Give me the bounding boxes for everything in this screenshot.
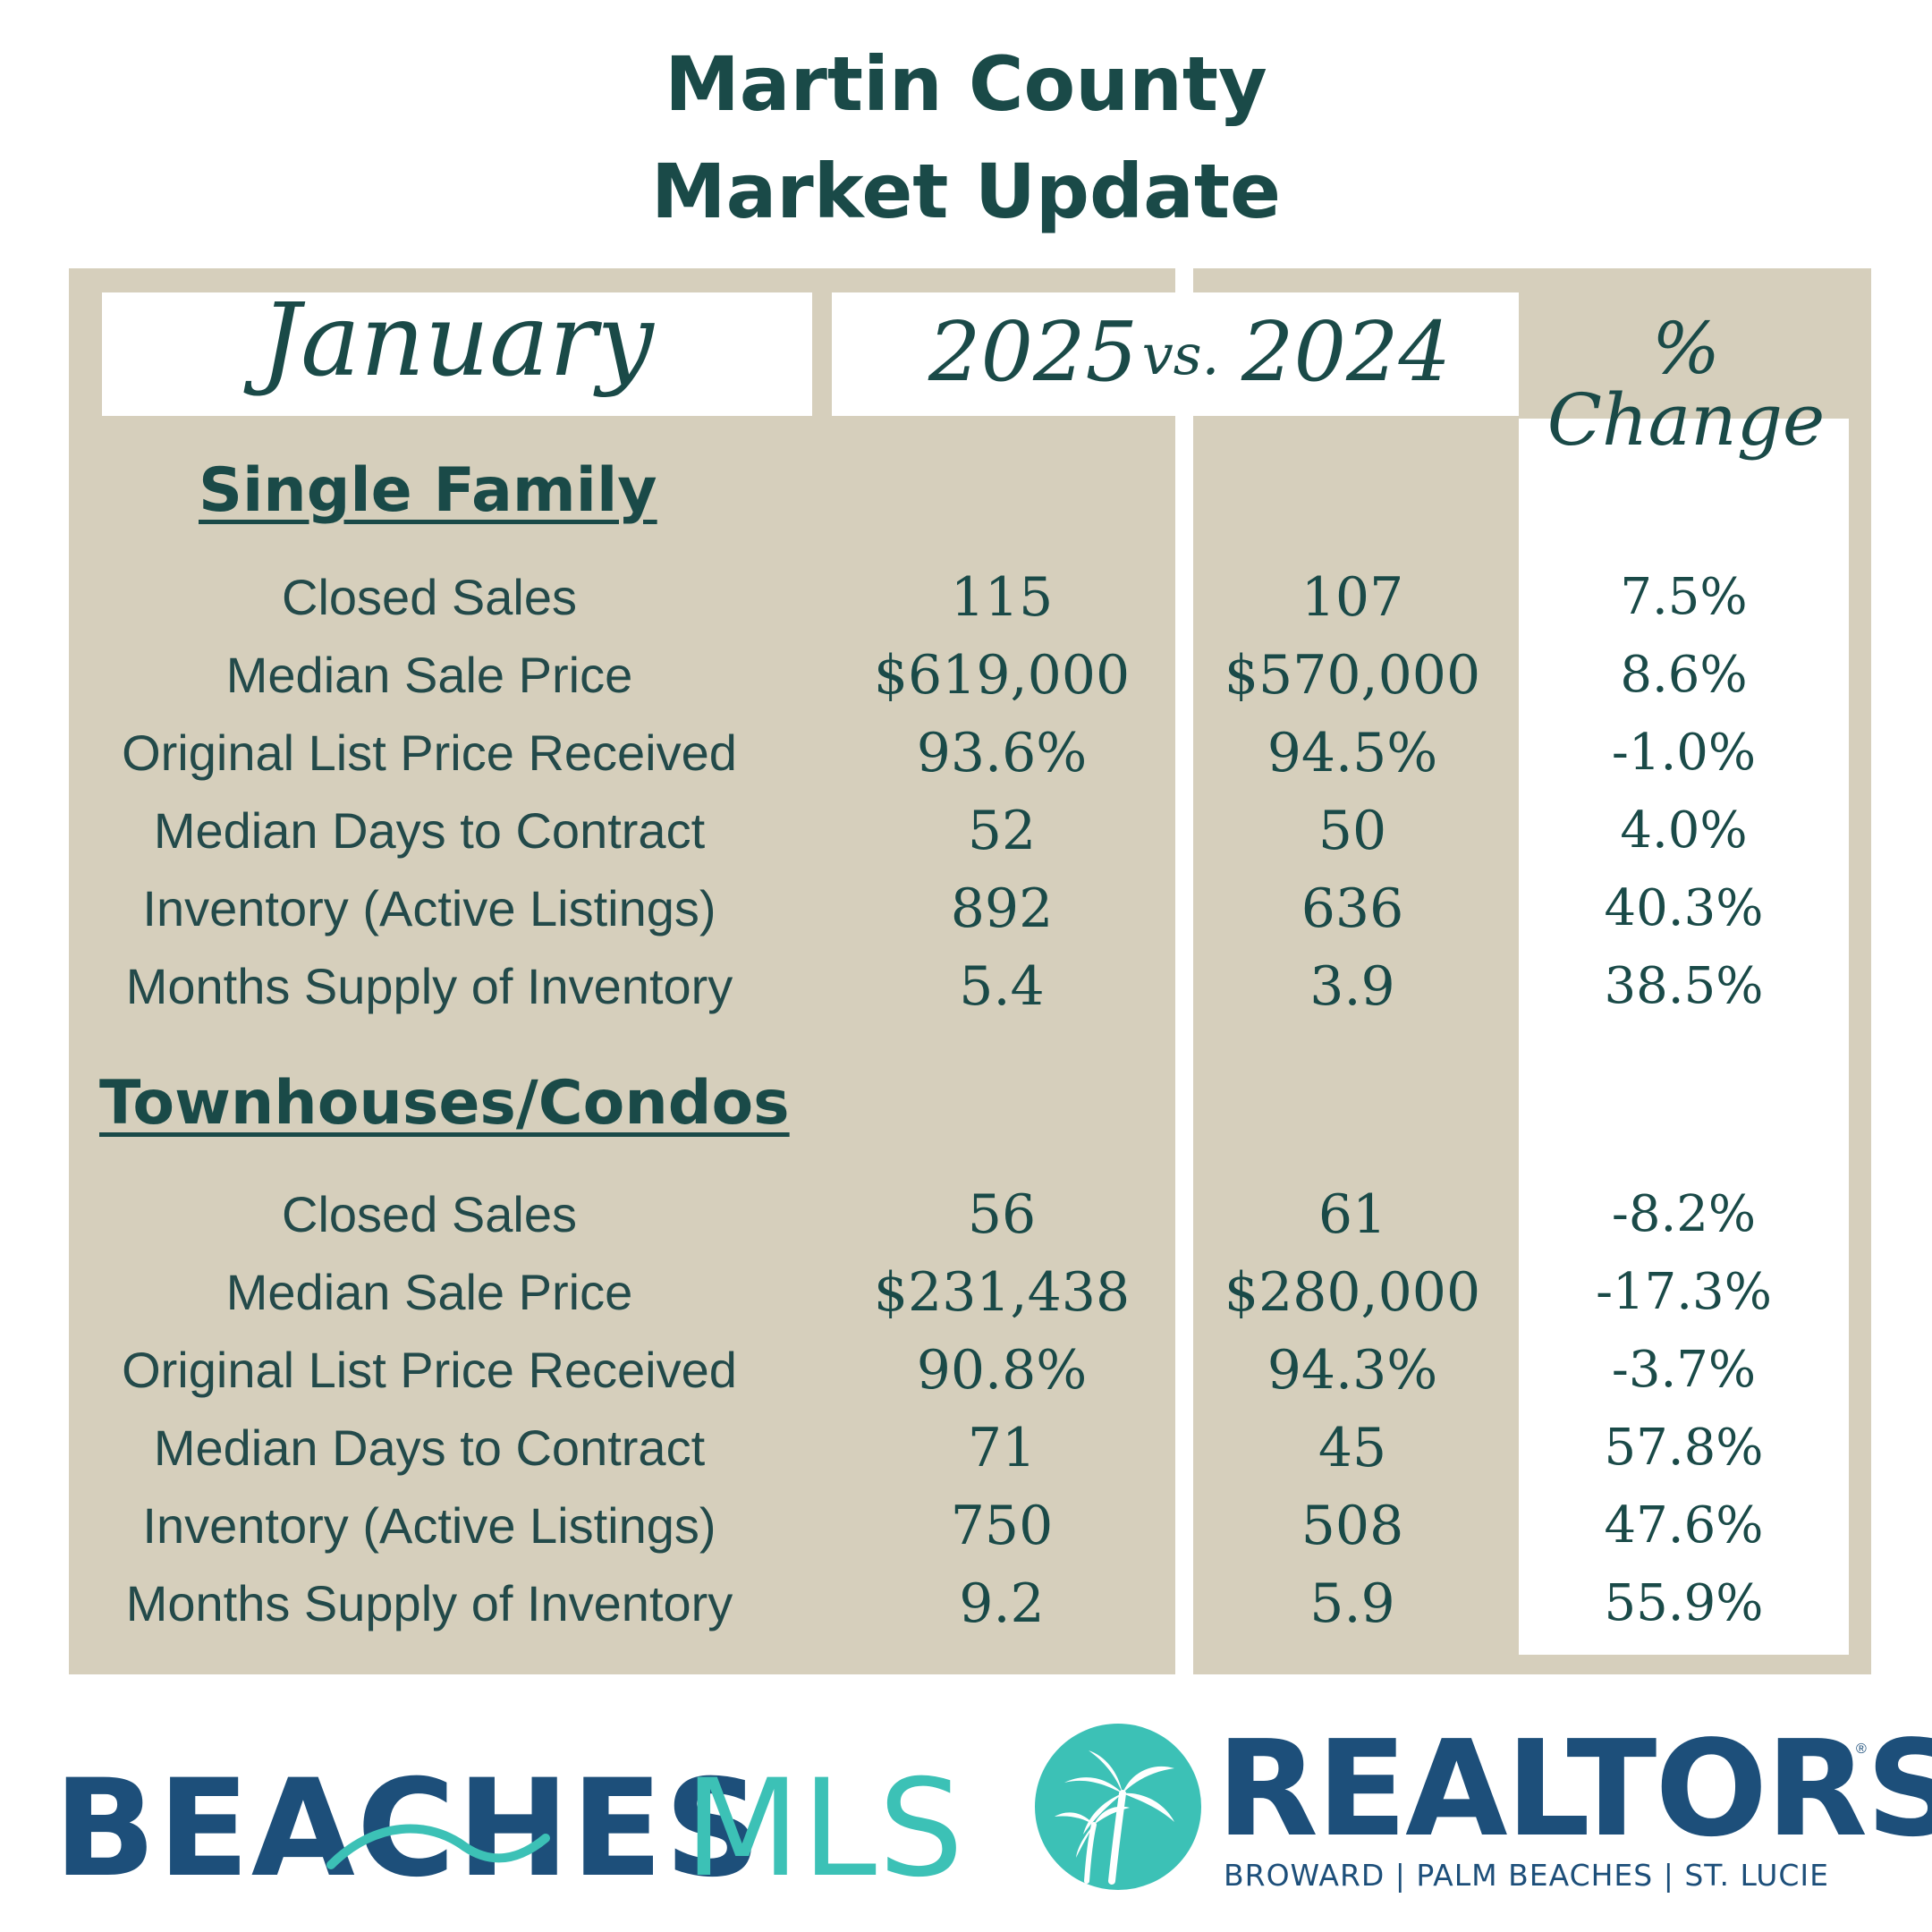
value-prior: 94.3% bbox=[1267, 1339, 1438, 1402]
value-current: 56 bbox=[967, 1183, 1037, 1246]
value-change: 4.0% bbox=[1620, 801, 1748, 860]
value-prior: 94.5% bbox=[1267, 722, 1438, 784]
section-title-townhouses-condos: Townhouses/Condos bbox=[99, 1068, 790, 1139]
value-current: $619,000 bbox=[873, 644, 1131, 707]
beaches-logo-suffix: MLS bbox=[684, 1751, 966, 1907]
value-current: 52 bbox=[967, 800, 1037, 862]
value-change: 47.6% bbox=[1604, 1496, 1764, 1555]
wave-icon bbox=[326, 1824, 550, 1869]
metric-label: Months Supply of Inventory bbox=[125, 1575, 733, 1631]
table-row: Median Days to Contract 52 50 4.0% bbox=[0, 792, 1932, 869]
table-panel-left bbox=[69, 268, 1175, 1674]
year-prior-label: 2024 bbox=[1241, 304, 1452, 400]
metric-label: Inventory (Active Listings) bbox=[142, 880, 716, 936]
value-prior: $280,000 bbox=[1224, 1261, 1481, 1324]
value-prior: 61 bbox=[1318, 1183, 1387, 1246]
value-current: 93.6% bbox=[916, 722, 1088, 784]
table-row: Original List Price Received 90.8% 94.3%… bbox=[0, 1332, 1932, 1409]
page-title-line1: Martin County bbox=[665, 40, 1267, 128]
value-change: 38.5% bbox=[1604, 957, 1764, 1015]
value-change: -1.0% bbox=[1611, 724, 1757, 782]
metric-label: Median Days to Contract bbox=[153, 802, 706, 859]
table-row: Median Sale Price $231,438 $280,000 -17.… bbox=[0, 1254, 1932, 1331]
value-change: -3.7% bbox=[1611, 1341, 1757, 1399]
value-prior: 508 bbox=[1301, 1495, 1404, 1557]
realtors-tagline: BROWARD | PALM BEACHES | ST. LUCIE bbox=[1224, 1858, 1830, 1893]
value-change: -8.2% bbox=[1611, 1185, 1757, 1243]
metric-label: Original List Price Received bbox=[122, 724, 737, 781]
table-row: Median Days to Contract 71 45 57.8% bbox=[0, 1410, 1932, 1487]
table-row: Inventory (Active Listings) 892 636 40.3… bbox=[0, 870, 1932, 947]
metric-label: Closed Sales bbox=[282, 1186, 577, 1242]
table-row: Median Sale Price $619,000 $570,000 8.6% bbox=[0, 637, 1932, 714]
value-prior: 45 bbox=[1318, 1417, 1387, 1479]
value-current: 9.2 bbox=[959, 1572, 1045, 1635]
month-label: January bbox=[260, 283, 654, 399]
table-row: Inventory (Active Listings) 750 508 47.6… bbox=[0, 1487, 1932, 1564]
value-prior: 5.9 bbox=[1309, 1572, 1395, 1635]
value-change: 8.6% bbox=[1620, 646, 1748, 704]
section-title-single-family: Single Family bbox=[199, 455, 657, 526]
change-header-label: % Change bbox=[1546, 307, 1826, 462]
beaches-mls-logo: BEACHES MLS bbox=[54, 1751, 966, 1907]
value-current: 115 bbox=[950, 566, 1054, 629]
value-current: 90.8% bbox=[916, 1339, 1088, 1402]
metric-label: Original List Price Received bbox=[122, 1342, 737, 1398]
value-change: 7.5% bbox=[1620, 568, 1748, 626]
palm-tree-icon bbox=[1035, 1724, 1201, 1890]
value-change: 55.9% bbox=[1604, 1574, 1764, 1632]
value-change: -17.3% bbox=[1596, 1263, 1772, 1321]
value-change: 57.8% bbox=[1604, 1419, 1764, 1477]
value-prior: 50 bbox=[1318, 800, 1387, 862]
metric-label: Median Sale Price bbox=[225, 1264, 633, 1320]
value-prior: 636 bbox=[1301, 877, 1404, 940]
value-current: 71 bbox=[967, 1417, 1037, 1479]
page-title-line2: Market Update bbox=[651, 148, 1281, 235]
value-change: 40.3% bbox=[1604, 879, 1764, 937]
table-row: Closed Sales 115 107 7.5% bbox=[0, 559, 1932, 636]
year-current-label: 2025 bbox=[928, 304, 1139, 400]
month-header-box bbox=[102, 292, 812, 416]
metric-label: Median Days to Contract bbox=[153, 1419, 706, 1476]
value-current: $231,438 bbox=[873, 1261, 1131, 1324]
realtors-logo-word: REALTORS bbox=[1216, 1712, 1932, 1866]
table-row: Months Supply of Inventory 5.4 3.9 38.5% bbox=[0, 948, 1932, 1025]
table-row: Months Supply of Inventory 9.2 5.9 55.9% bbox=[0, 1565, 1932, 1642]
registered-mark: ® bbox=[1856, 1741, 1867, 1757]
metric-label: Median Sale Price bbox=[225, 647, 633, 703]
value-current: 750 bbox=[950, 1495, 1054, 1557]
change-column-box bbox=[1519, 419, 1849, 1655]
years-header-box bbox=[832, 292, 1519, 416]
metric-label: Inventory (Active Listings) bbox=[142, 1497, 716, 1554]
table-row: Original List Price Received 93.6% 94.5%… bbox=[0, 715, 1932, 792]
value-prior: $570,000 bbox=[1224, 644, 1481, 707]
realtors-logo: REALTORS ® BROWARD | PALM BEACHES | ST. … bbox=[1033, 1722, 1932, 1901]
value-prior: 107 bbox=[1301, 566, 1404, 629]
value-current: 5.4 bbox=[959, 955, 1045, 1018]
vs-label: vs. bbox=[1141, 322, 1220, 387]
metric-label: Closed Sales bbox=[282, 569, 577, 625]
metric-label: Months Supply of Inventory bbox=[125, 958, 733, 1014]
value-current: 892 bbox=[950, 877, 1054, 940]
value-prior: 3.9 bbox=[1309, 955, 1395, 1018]
table-row: Closed Sales 56 61 -8.2% bbox=[0, 1176, 1932, 1253]
